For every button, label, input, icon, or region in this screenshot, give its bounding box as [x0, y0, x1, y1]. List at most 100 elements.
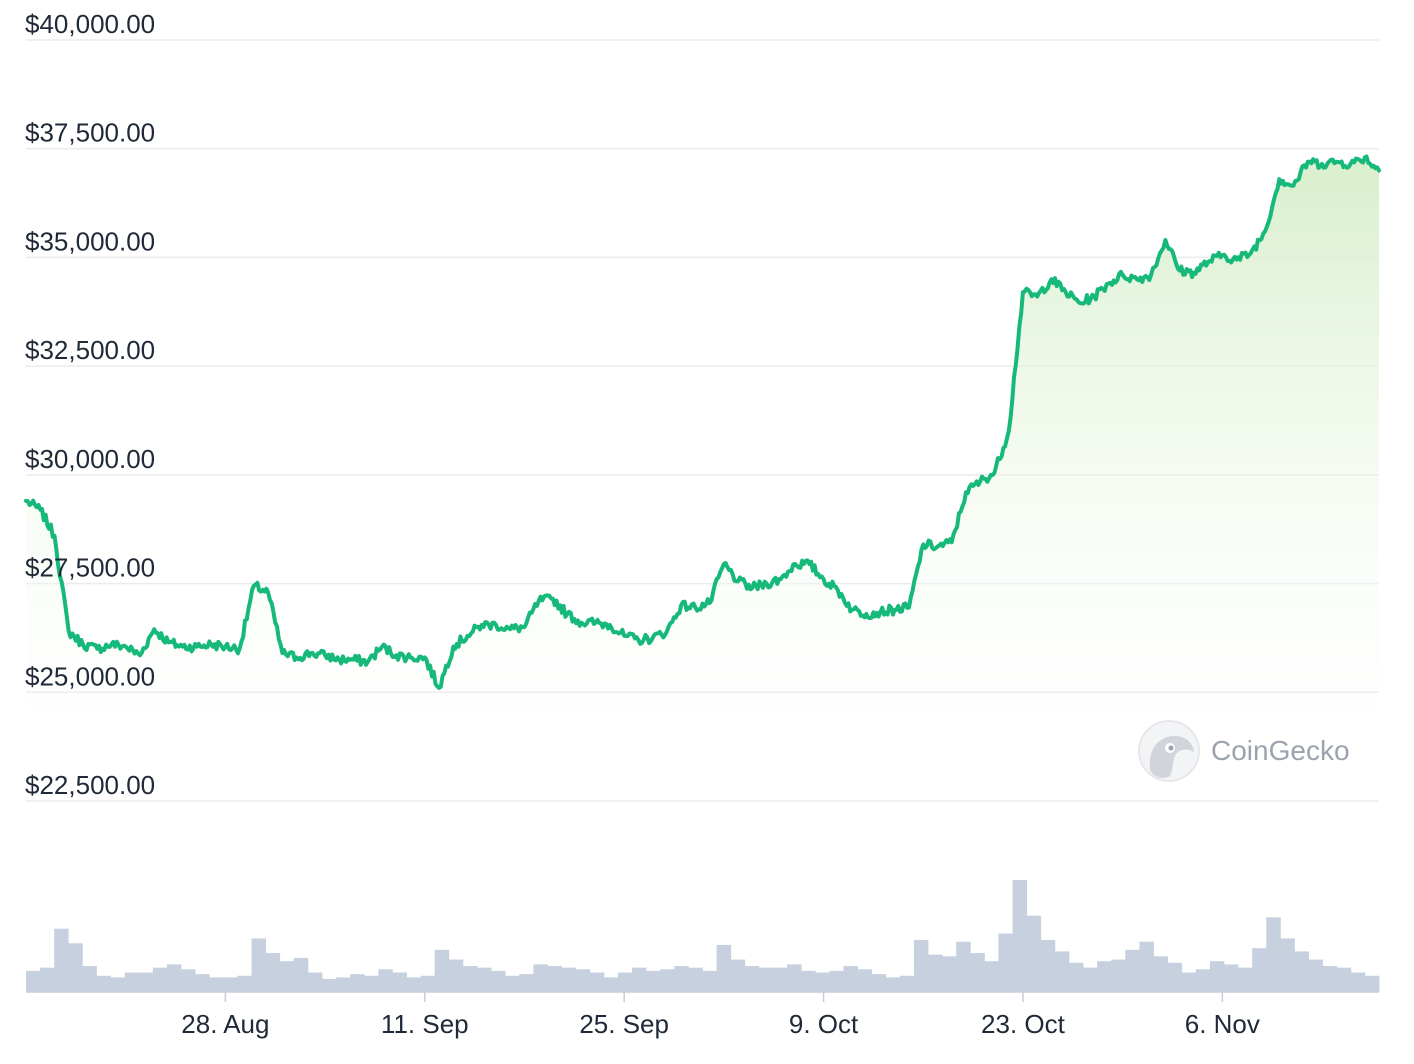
volume-bar — [928, 954, 943, 992]
y-tick-label: $35,000.00 — [25, 226, 155, 256]
gecko-logo-icon — [1138, 720, 1200, 782]
volume-bar — [730, 959, 746, 992]
volume-bar — [547, 966, 562, 992]
volume-bar — [54, 928, 69, 992]
y-tick-label: $27,500.00 — [25, 553, 155, 583]
volume-bar — [251, 938, 266, 992]
volume-bar — [392, 972, 407, 992]
volume-bar — [350, 974, 365, 992]
volume-bar — [519, 974, 534, 992]
volume-bar — [378, 969, 393, 992]
volume-bar — [829, 970, 844, 992]
volume-bar — [716, 944, 732, 992]
y-tick-label: $37,500.00 — [25, 118, 155, 148]
volume-bar — [688, 967, 703, 992]
volume-bar — [336, 977, 351, 992]
volume-bar — [1364, 975, 1380, 992]
volume-bar — [1012, 880, 1028, 992]
y-tick-label: $32,500.00 — [25, 335, 155, 365]
volume-bar — [885, 977, 901, 992]
y-tick-label: $25,000.00 — [25, 661, 155, 691]
volume-bar — [815, 972, 830, 992]
x-tick-label: 6. Nov — [1185, 1009, 1260, 1039]
volume-bar — [899, 975, 915, 992]
volume-bar — [1181, 972, 1197, 992]
volume-bar — [237, 975, 252, 992]
volume-bar — [1111, 959, 1126, 992]
coingecko-watermark: CoinGecko — [1138, 720, 1350, 782]
volume-bar — [1153, 956, 1168, 992]
volume-bar — [1280, 938, 1295, 992]
volume-bar — [702, 970, 717, 992]
volume-bar — [293, 957, 309, 992]
volume-bar — [1209, 961, 1225, 992]
volume-bar — [772, 967, 788, 992]
volume-bar — [491, 970, 506, 992]
volume-bar — [660, 969, 675, 992]
volume-bar — [26, 970, 41, 992]
volume-bar — [181, 969, 196, 992]
volume-bar — [406, 977, 422, 992]
volume-bar — [1083, 967, 1098, 992]
volume-bar — [942, 956, 957, 992]
volume-bar — [307, 972, 323, 992]
y-axis-ticks: $22,500.00 $25,000.00 $27,500.00 $30,000.00… — [25, 9, 155, 800]
volume-bar — [1294, 951, 1309, 992]
volume-bar — [96, 975, 111, 992]
volume-bar — [138, 972, 154, 992]
volume-bar — [871, 974, 887, 992]
volume-bar — [68, 943, 83, 992]
volume-bar — [462, 966, 478, 992]
volume-bar — [223, 977, 238, 992]
volume-bar — [758, 967, 774, 992]
volume-bar — [265, 953, 281, 992]
volume-bar — [1336, 967, 1352, 992]
volume-bar — [152, 967, 168, 992]
volume-bar — [40, 967, 55, 992]
x-tick-label: 23. Oct — [981, 1009, 1066, 1039]
volume-bar — [279, 961, 295, 992]
volume-bar — [434, 949, 450, 992]
volume-bar — [1054, 951, 1070, 992]
volume-bar — [857, 969, 873, 992]
volume-bar — [744, 966, 760, 992]
volume-bar — [589, 972, 605, 992]
volume-bar — [646, 970, 661, 992]
volume-bar — [787, 964, 802, 992]
volume-bar — [913, 940, 929, 992]
volume-bar — [321, 979, 337, 992]
volume-bar — [82, 966, 97, 992]
volume-bar — [533, 964, 548, 992]
volume-bar — [1223, 964, 1239, 992]
volume-bar — [1238, 967, 1253, 992]
volume-bar — [166, 964, 182, 992]
volume-bar — [674, 966, 689, 992]
volume-bar — [1040, 940, 1056, 992]
watermark-text: CoinGecko — [1211, 735, 1350, 766]
volume-bar — [970, 953, 985, 992]
y-tick-label: $22,500.00 — [25, 770, 155, 800]
volume-bars — [26, 880, 1380, 992]
volume-bar — [1167, 962, 1183, 992]
volume-bar — [209, 977, 224, 992]
volume-bar — [1266, 917, 1281, 992]
volume-bar — [124, 972, 140, 992]
volume-bar — [1308, 959, 1324, 992]
volume-bar — [1026, 915, 1042, 992]
y-tick-label: $30,000.00 — [25, 444, 155, 474]
volume-bar — [195, 974, 210, 992]
volume-bar — [110, 977, 126, 992]
volume-bar — [956, 941, 971, 992]
price-line-group — [24, 154, 1381, 690]
price-series-line — [24, 154, 1381, 690]
price-area-fill — [26, 156, 1379, 801]
volume-bar — [1350, 972, 1366, 992]
volume-bar — [843, 966, 858, 992]
volume-bar — [561, 967, 577, 992]
volume-bar — [1252, 948, 1267, 992]
x-tick-label: 25. Sep — [579, 1009, 669, 1039]
volume-bar — [998, 933, 1013, 992]
volume-bar — [505, 975, 520, 992]
